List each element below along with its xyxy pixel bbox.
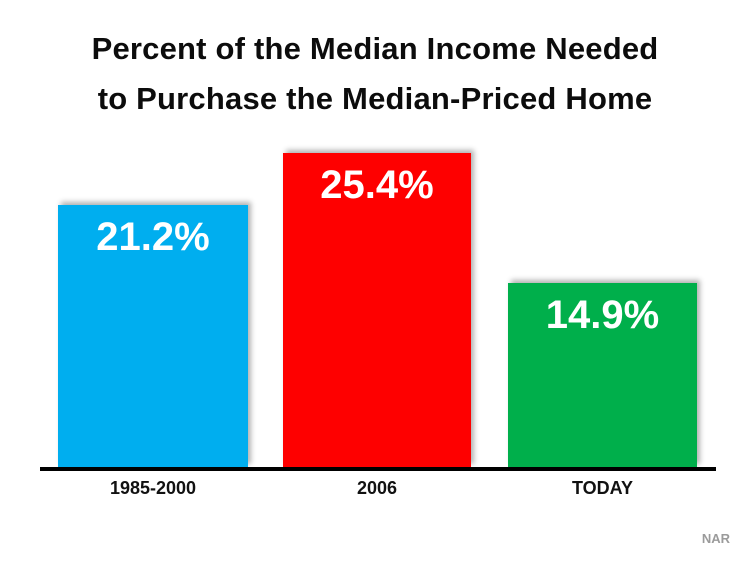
bar-value-label-today: 14.9% [545,293,660,337]
x-axis-label-today: TODAY [571,478,634,498]
chart-title-line2: to Purchase the Median-Priced Home [97,81,653,116]
x-axis-label-2006: 2006 [356,478,398,498]
bar-value-label-2006: 25.4% [320,163,434,207]
bar-value-label-1985-2000: 21.2% [96,215,210,259]
bar-2006: 25.4% [283,153,471,467]
chart-title-line1: Percent of the Median Income Needed [91,31,659,66]
source-credit: NAR [701,531,730,546]
chart-title: Percent of the Median Income Needed to Pu… [0,24,750,124]
x-axis-label-1985-2000: 1985-2000 [109,478,197,498]
x-axis-line [40,467,716,471]
bar-1985-2000: 21.2% [58,205,248,467]
bar-today: 14.9% [508,283,697,467]
